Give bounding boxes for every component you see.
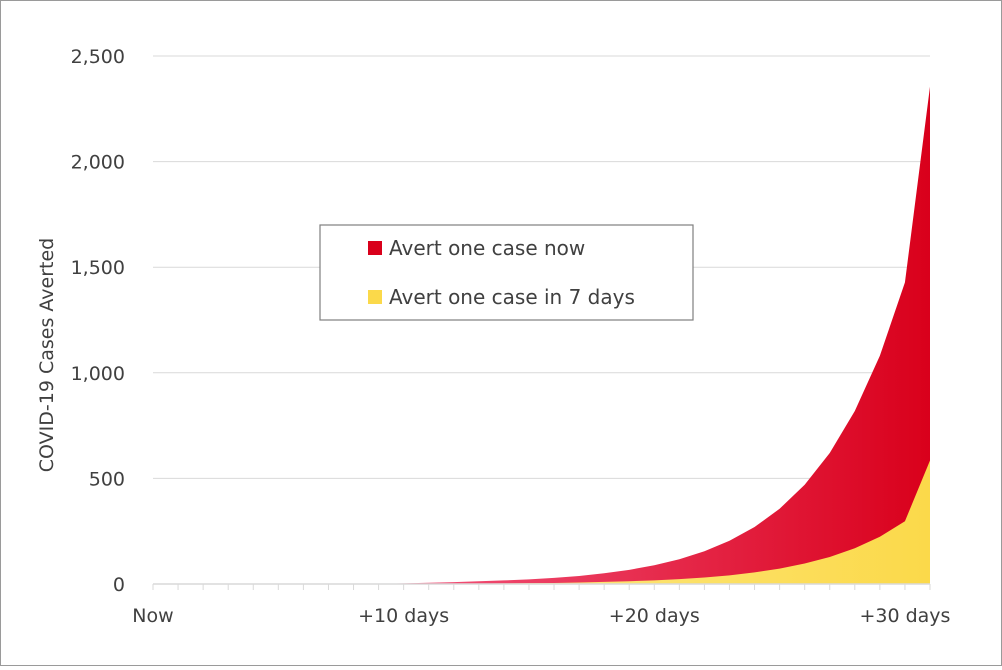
legend-label-avert-7-days: Avert one case in 7 days	[389, 285, 635, 309]
x-tick-label: +30 days	[859, 605, 950, 627]
area-avert-one-case-now	[153, 86, 930, 585]
legend-box	[319, 224, 694, 321]
y-tick-label: 2,500	[71, 46, 125, 68]
y-tick-label: 0	[113, 574, 125, 596]
legend-label-avert-now: Avert one case now	[389, 236, 585, 260]
y-axis: 0 500 1,000 1,500 2,000 2,500	[71, 46, 125, 596]
x-axis: Now +10 days +20 days +30 days	[132, 583, 950, 627]
area-avert-one-case-in-7-days	[153, 460, 930, 584]
legend: Avert one case now Avert one case in 7 d…	[319, 224, 694, 321]
series-areas	[153, 86, 930, 585]
legend-swatch-avert-now	[368, 241, 382, 255]
x-tick-label: Now	[132, 605, 173, 627]
y-tick-label: 500	[89, 468, 125, 490]
y-tick-label: 1,000	[71, 363, 125, 385]
x-tick-label: +10 days	[358, 605, 449, 627]
legend-swatch-avert-7-days	[368, 290, 382, 304]
x-tick-label: +20 days	[609, 605, 700, 627]
y-axis-label: COVID-19 Cases Averted	[36, 238, 58, 472]
y-tick-label: 2,000	[71, 152, 125, 174]
y-tick-label: 1,500	[71, 257, 125, 279]
